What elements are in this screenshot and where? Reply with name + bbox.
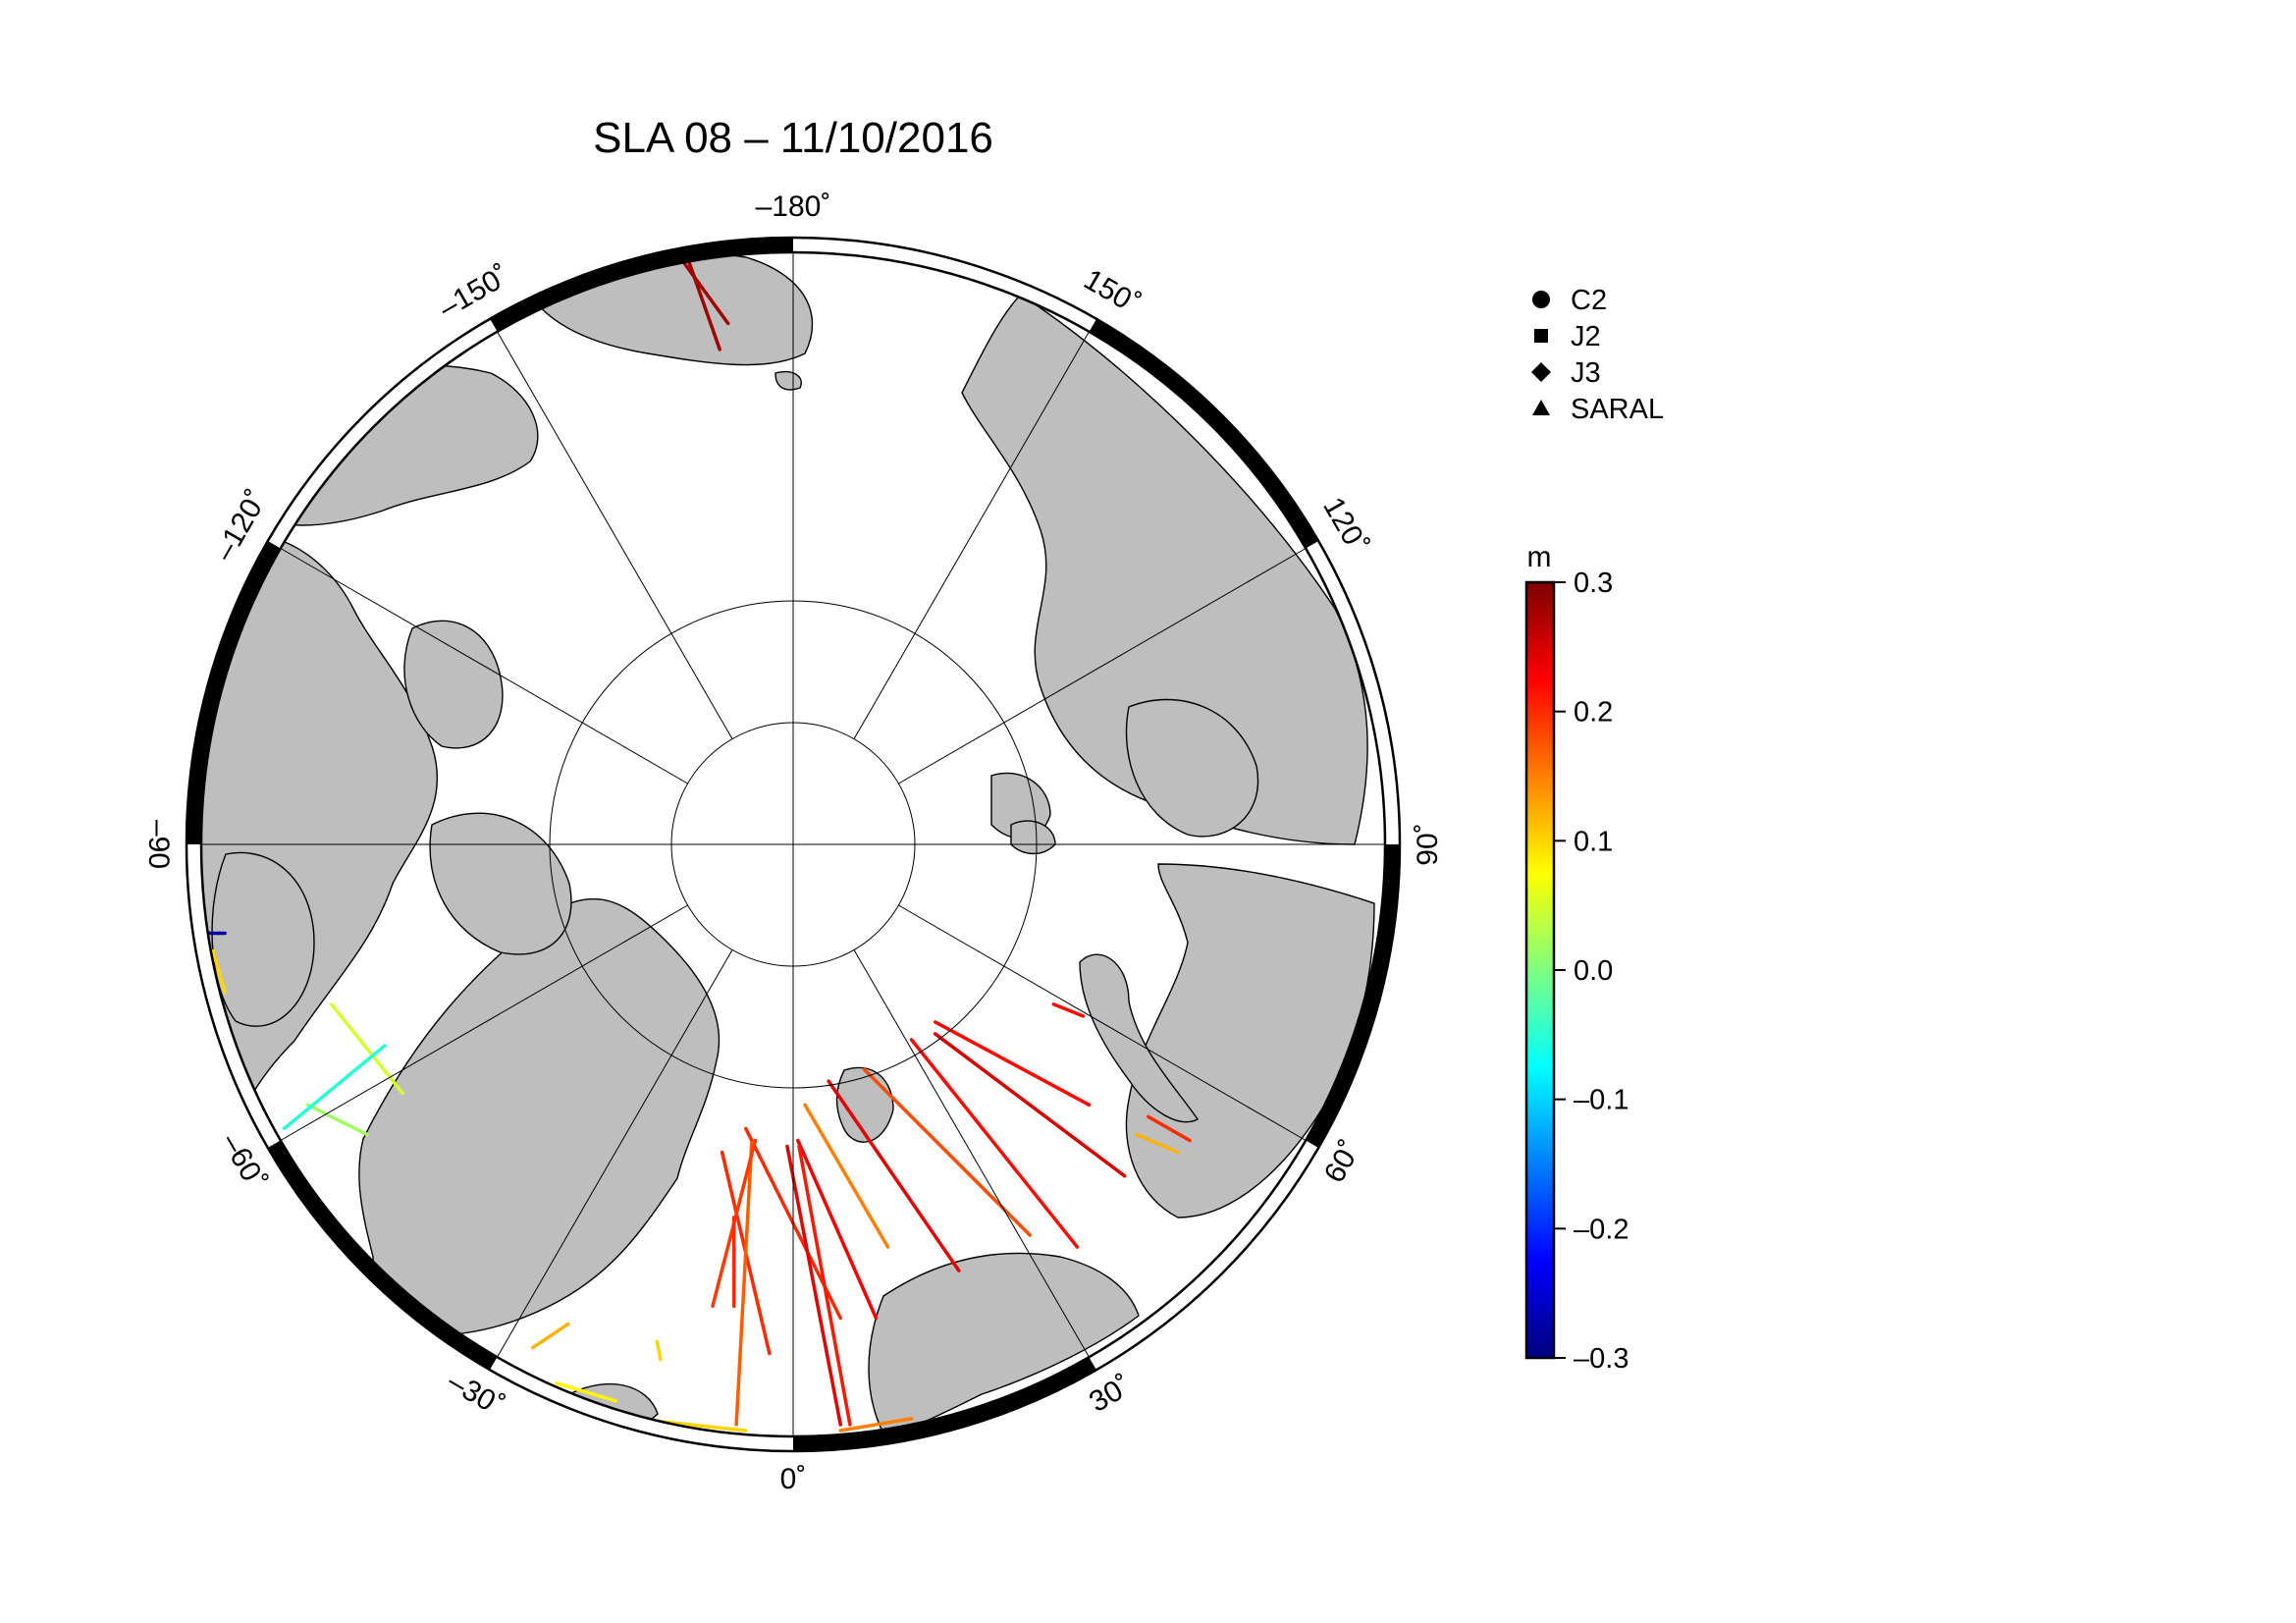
frame-band [490, 238, 793, 332]
colorbar-ticks: 0.3 0.2 0.1 0.0 –0.1 –0.2 –0.3 [1554, 568, 1629, 1375]
frame-band [1089, 318, 1319, 549]
sla-track [1134, 1132, 1180, 1155]
legend-label: J2 [1571, 321, 1601, 352]
map-frame [185, 236, 1402, 1453]
colorbar-tick-label: –0.3 [1574, 1343, 1629, 1375]
frame-band [267, 1140, 498, 1371]
sla-track [555, 1380, 617, 1403]
sla-track [933, 1032, 1127, 1178]
frame-outer-ring [185, 236, 1402, 1453]
sla-track [803, 1103, 890, 1249]
sla-track [305, 1103, 369, 1137]
meridian-line [898, 548, 1307, 784]
land-archipelago-1 [403, 620, 504, 749]
land-wrangel [774, 371, 802, 391]
colorbar: m 0.3 0.2 0.1 0.0 –0.1 –0.2 –0.3 [1524, 541, 1629, 1375]
sla-track [796, 1138, 879, 1321]
frame-band [490, 1357, 793, 1451]
sla-track [530, 1322, 570, 1350]
meridian-line [853, 949, 1090, 1358]
frame-band [187, 844, 281, 1148]
longitude-label: –90 [142, 820, 175, 869]
diamond-icon [1531, 362, 1551, 382]
square-icon [1534, 329, 1548, 343]
meridian-line [497, 949, 733, 1358]
colorbar-tick-label: 0.1 [1574, 826, 1613, 857]
frame-band [793, 1357, 1096, 1451]
sla-track [827, 1079, 961, 1272]
frame-band [1306, 541, 1400, 844]
land-russia-west [1125, 863, 1375, 1218]
frame-band [267, 318, 498, 549]
colorbar-tick-label: –0.1 [1574, 1085, 1629, 1116]
sla-track [838, 1417, 914, 1433]
sla-track [797, 1144, 852, 1427]
land-scandinavia [868, 1252, 1140, 1434]
sla-track [211, 948, 227, 995]
sla-track [329, 1002, 404, 1096]
longitude-label: 150˚ [1079, 263, 1147, 321]
colorbar-tick-label: –0.2 [1574, 1214, 1629, 1245]
meridian-line [853, 331, 1090, 739]
legend-label: C2 [1571, 285, 1607, 316]
longitude-label: 90˚ [1412, 823, 1444, 865]
polar-map: –180˚150˚120˚90˚60˚30˚0˚–30˚–60˚–90–120˚… [142, 190, 1444, 1495]
frame-band [1089, 1140, 1319, 1371]
colorbar-tick-label: 0.2 [1574, 697, 1613, 729]
altimetry-tracks [205, 256, 1192, 1433]
sla-track [678, 256, 730, 326]
legend-label: SARAL [1571, 394, 1664, 425]
land-archipelago-2 [429, 812, 572, 955]
sla-track [282, 1044, 387, 1131]
longitude-label: 60˚ [1318, 1135, 1367, 1188]
frame-band [187, 541, 281, 844]
frame-inner-ring [199, 250, 1387, 1438]
meridian-line [497, 331, 733, 739]
longitude-label: 120˚ [1316, 492, 1374, 560]
land-baffin [211, 851, 315, 1027]
sla-track [1051, 1002, 1086, 1018]
legend-label: J3 [1571, 357, 1601, 389]
land-siberia-2 [1125, 698, 1259, 838]
meridian-line [280, 904, 688, 1141]
meridian-line [280, 548, 688, 784]
colorbar-tick-label: 0.0 [1574, 955, 1613, 987]
frame-band [793, 238, 1096, 332]
figure-title: SLA 08 – 11/10/2016 [593, 114, 993, 162]
frame-band [1306, 844, 1400, 1148]
sla-track [785, 1144, 842, 1427]
satellite-legend: C2 J2 J3 SARAL [1531, 285, 1664, 425]
graticule [201, 252, 1385, 1436]
sla-track [1147, 1114, 1192, 1143]
sla-track [734, 1141, 754, 1427]
triangle-icon [1532, 400, 1550, 415]
sla-track [933, 1020, 1092, 1108]
land-novaya-zemlya [1079, 953, 1200, 1123]
longitude-label: 0˚ [780, 1463, 807, 1495]
sla-track [909, 1038, 1080, 1249]
colorbar-ramp [1524, 580, 1556, 1360]
meridian-line [898, 904, 1307, 1141]
colorbar-unit: m [1527, 541, 1552, 573]
sla-track [687, 259, 721, 352]
circle-icon [1532, 291, 1550, 308]
colorbar-tick-label: 0.3 [1574, 568, 1613, 599]
longitude-label: –180˚ [756, 190, 831, 223]
longitude-label: 30˚ [1084, 1370, 1137, 1419]
sla-track [655, 1339, 663, 1362]
